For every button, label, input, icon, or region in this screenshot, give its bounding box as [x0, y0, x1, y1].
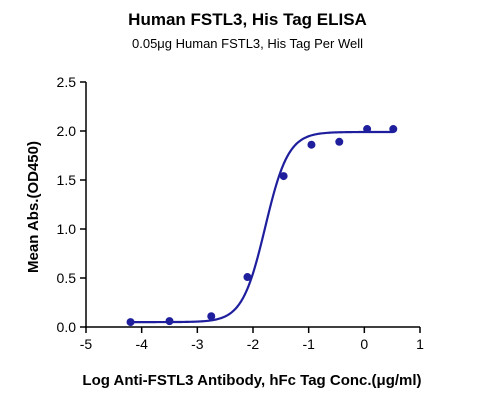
- y-tick-label: 1.5: [57, 172, 77, 188]
- data-point: [335, 137, 344, 146]
- y-tick-label: 0.0: [57, 319, 77, 335]
- chart-subtitle: 0.05μg Human FSTL3, His Tag Per Well: [132, 36, 363, 51]
- data-point: [165, 317, 174, 326]
- data-points: [126, 125, 398, 327]
- y-tick-label: 0.5: [57, 270, 77, 286]
- y-tick-label: 1.0: [57, 221, 77, 237]
- data-point: [389, 125, 398, 134]
- y-axis-label: Mean Abs.(OD450): [25, 141, 42, 273]
- data-point: [126, 318, 135, 327]
- x-tick-label: 0: [360, 336, 368, 352]
- x-tick-label: 1: [416, 336, 424, 352]
- y-tick-label: 2.5: [57, 74, 77, 90]
- x-tick-label: -1: [302, 336, 315, 352]
- fit-curve: [130, 130, 394, 324]
- data-point: [279, 172, 288, 181]
- data-point: [363, 125, 372, 134]
- data-point: [307, 140, 316, 149]
- x-axis-label: Log Anti-FSTL3 Antibody, hFc Tag Conc.(μ…: [82, 372, 421, 389]
- data-point: [207, 312, 216, 321]
- x-tick-label: -2: [247, 336, 260, 352]
- axes: 0.0 0.5 1.0 1.5 2.0 2.5 -5 -4 -3 -2 -1 0 1: [57, 74, 425, 352]
- x-tick-label: -3: [191, 336, 204, 352]
- data-point: [243, 273, 252, 282]
- x-tick-label: -5: [80, 336, 93, 352]
- chart-title: Human FSTL3, His Tag ELISA: [128, 10, 367, 29]
- x-tick-label: -4: [135, 336, 148, 352]
- y-tick-label: 2.0: [57, 123, 77, 139]
